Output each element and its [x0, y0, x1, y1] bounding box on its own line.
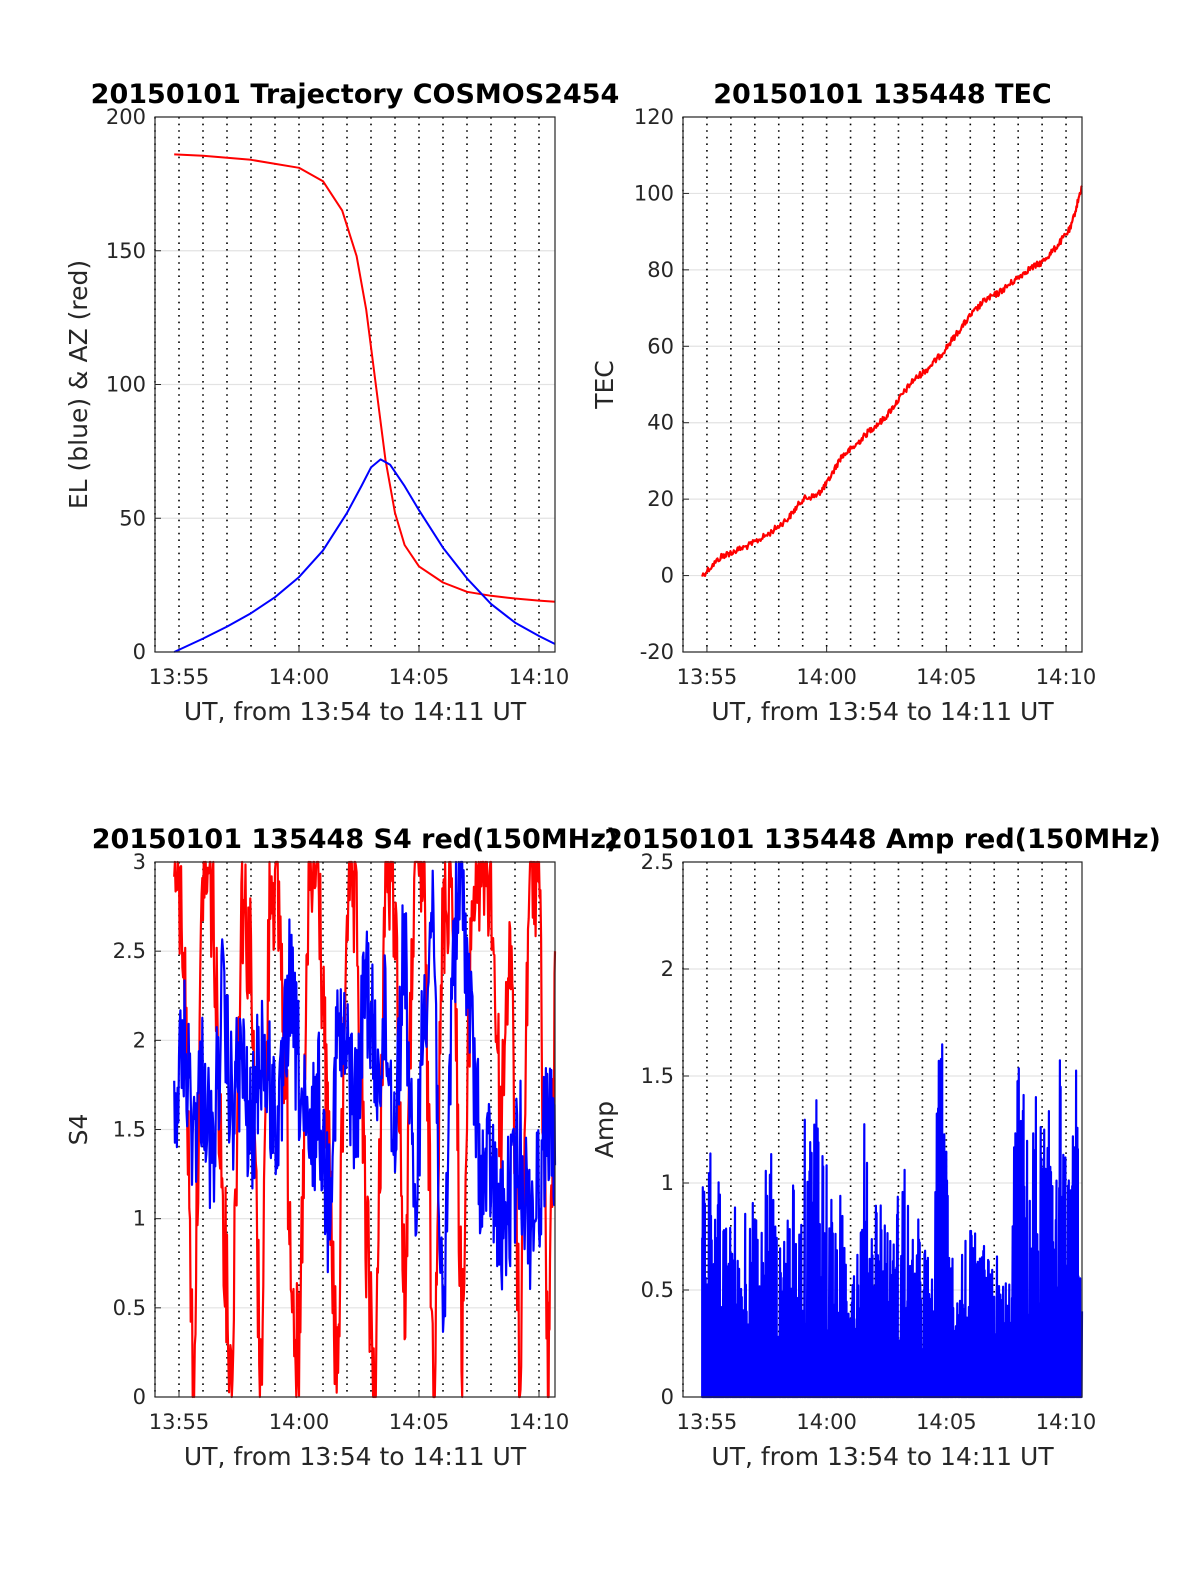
x-tick-label: 13:55	[149, 1410, 210, 1434]
y-tick-label: 50	[119, 506, 146, 530]
axes-box	[154, 116, 556, 653]
chart-title: 20150101 135448 Amp red(150MHz)	[604, 824, 1161, 855]
series-line-1	[701, 1043, 1084, 1399]
chart-title: 20150101 135448 S4 red(150MHz)	[92, 824, 619, 855]
y-tick-label: 2.5	[641, 850, 674, 874]
x-tick-label: 14:10	[1036, 1410, 1097, 1434]
y-tick-label: 2	[661, 957, 674, 981]
chart-panel-4: 0 0.5 1 1.5 2 2.5 13:55 14:00 14:05 14:10 20150101…	[590, 824, 1161, 1471]
y-tick-label: 1	[133, 1207, 146, 1231]
x-tick-label: 14:10	[509, 1410, 570, 1434]
x-tick-label: 14:00	[796, 665, 857, 689]
axes-box	[154, 861, 556, 1398]
series-line-1	[701, 185, 1083, 577]
y-tick-label: 1	[661, 1171, 674, 1195]
y-tick-label: 100	[634, 181, 674, 205]
x-tick-label: 14:00	[269, 665, 330, 689]
chart-panel-3: 0 0.5 1 1.5 2 2.5 3 13:55 14:00 14:05 14:10 2015010…	[64, 824, 618, 1471]
y-tick-label: 200	[106, 105, 146, 129]
y-tick-label: 3	[133, 850, 146, 874]
y-tick-label: 2.5	[113, 939, 146, 963]
y-tick-label: 80	[647, 258, 674, 282]
y-tick-label: 2	[133, 1028, 146, 1052]
y-axis-label: S4	[64, 1114, 93, 1146]
chart-title: 20150101 Trajectory COSMOS2454	[91, 79, 620, 110]
x-tick-label: 14:00	[796, 1410, 857, 1434]
x-tick-label: 14:05	[916, 665, 977, 689]
y-tick-label: 20	[647, 487, 674, 511]
x-tick-label: 13:55	[149, 665, 210, 689]
chart-title: 20150101 135448 TEC	[713, 79, 1052, 110]
x-tick-label: 14:00	[269, 1410, 330, 1434]
y-tick-label: 1.5	[641, 1064, 674, 1088]
y-tick-label: 1.5	[113, 1118, 146, 1142]
x-tick-label: 14:05	[389, 1410, 450, 1434]
y-tick-label: 60	[647, 334, 674, 358]
y-axis-label: EL (blue) & AZ (red)	[64, 260, 93, 509]
x-tick-label: 14:05	[389, 665, 450, 689]
x-axis-label: UT, from 13:54 to 14:11 UT	[184, 697, 527, 726]
axes-box	[682, 861, 1083, 1398]
x-tick-label: 14:10	[1036, 665, 1097, 689]
y-tick-label: 0.5	[641, 1278, 674, 1302]
y-tick-label: 0.5	[113, 1296, 146, 1320]
y-tick-label: 40	[647, 411, 674, 435]
y-tick-label: 100	[106, 373, 146, 397]
x-tick-label: 14:10	[509, 665, 570, 689]
x-axis-label: UT, from 13:54 to 14:11 UT	[711, 697, 1054, 726]
x-tick-label: 14:05	[916, 1410, 977, 1434]
y-tick-label: 120	[634, 105, 674, 129]
series-line-2	[173, 860, 557, 1333]
x-axis-label: UT, from 13:54 to 14:11 UT	[711, 1442, 1054, 1471]
x-axis-label: UT, from 13:54 to 14:11 UT	[184, 1442, 527, 1471]
y-tick-label: 150	[106, 239, 146, 263]
chart-panel-2: -20 0 20 40 60 80 100 120 13:55 14:00 14:05 14:10 20…	[590, 79, 1096, 726]
y-axis-label: Amp	[590, 1101, 619, 1158]
axes-box	[682, 116, 1083, 653]
x-tick-label: 13:55	[677, 1410, 738, 1434]
y-axis-label: TEC	[590, 360, 619, 410]
y-tick-label: 0	[661, 564, 674, 588]
series-line-2	[173, 458, 556, 653]
series-line-1	[174, 153, 556, 603]
plot-area	[683, 117, 1082, 652]
y-tick-label: 0	[661, 1385, 674, 1409]
chart-panel-1: 0 50 100 150 200 13:55 14:00 14:05 14:10 20150101…	[64, 79, 619, 726]
series-line-1	[173, 860, 557, 1399]
y-tick-label: 0	[133, 640, 146, 664]
y-tick-label: -20	[640, 640, 674, 664]
x-tick-label: 13:55	[677, 665, 738, 689]
y-tick-label: 0	[133, 1385, 146, 1409]
